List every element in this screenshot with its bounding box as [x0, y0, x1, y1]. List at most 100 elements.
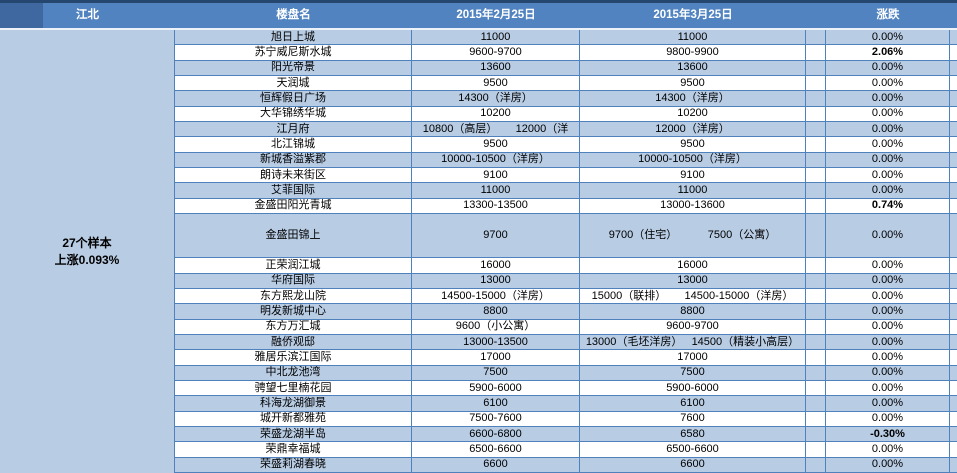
cell-change[interactable]: 0.00%	[826, 152, 950, 168]
cell-spacer[interactable]	[806, 152, 826, 168]
header-date-mar[interactable]: 2015年3月25日	[653, 9, 733, 21]
cell-property-name[interactable]: 艾菲国际	[175, 183, 412, 198]
cell-feb-price[interactable]: 7500-7600	[412, 411, 580, 426]
cell-spacer[interactable]	[806, 288, 826, 304]
cell-change[interactable]: 0.00%	[826, 214, 950, 258]
cell-mar-price[interactable]: 9500	[580, 76, 806, 91]
cell-feb-price[interactable]: 6500-6600	[412, 442, 580, 457]
cell-spacer[interactable]	[806, 258, 826, 273]
cell-spacer[interactable]	[806, 106, 826, 122]
header-date-feb[interactable]: 2015年2月25日	[456, 9, 536, 21]
cell-mar-price[interactable]: 7600	[580, 411, 806, 426]
cell-feb-price[interactable]: 11000	[412, 30, 580, 45]
cell-change[interactable]: 0.00%	[826, 258, 950, 273]
cell-mar-price[interactable]: 12000（洋房）	[580, 122, 806, 137]
cell-change[interactable]: 0.00%	[826, 183, 950, 198]
cell-property-name[interactable]: 东方熙龙山院	[175, 288, 412, 304]
cell-feb-price[interactable]: 14500-15000（洋房）	[412, 288, 580, 304]
cell-mar-price[interactable]: 9700（住宅） 7500（公寓）	[580, 214, 806, 258]
cell-change[interactable]: 0.74%	[826, 198, 950, 214]
cell-spacer[interactable]	[806, 396, 826, 411]
cell-feb-price[interactable]: 6600-6800	[412, 426, 580, 442]
cell-spacer[interactable]	[806, 319, 826, 334]
cell-spacer[interactable]	[806, 122, 826, 137]
cell-change[interactable]: 0.00%	[826, 168, 950, 183]
cell-spacer[interactable]	[806, 91, 826, 106]
cell-feb-price[interactable]: 11000	[412, 183, 580, 198]
cell-spacer[interactable]	[806, 76, 826, 91]
cell-mar-price[interactable]: 9800-9900	[580, 45, 806, 60]
cell-mar-price[interactable]: 6500-6600	[580, 442, 806, 457]
cell-change[interactable]: 0.00%	[826, 60, 950, 76]
cell-feb-price[interactable]: 16000	[412, 258, 580, 273]
cell-mar-price[interactable]: 10000-10500（洋房）	[580, 152, 806, 168]
cell-mar-price[interactable]: 13000（毛坯洋房） 14500（精装小高层）	[580, 334, 806, 350]
cell-property-name[interactable]: 大华锦绣华城	[175, 106, 412, 122]
cell-property-name[interactable]: 阳光帝景	[175, 60, 412, 76]
cell-mar-price[interactable]: 6580	[580, 426, 806, 442]
cell-property-name[interactable]: 中北龙池湾	[175, 365, 412, 380]
cell-spacer[interactable]	[806, 214, 826, 258]
cell-mar-price[interactable]: 9500	[580, 137, 806, 152]
cell-property-name[interactable]: 城开新都雅苑	[175, 411, 412, 426]
cell-change[interactable]: 0.00%	[826, 396, 950, 411]
cell-property-name[interactable]: 江月府	[175, 122, 412, 137]
cell-change[interactable]: 0.00%	[826, 273, 950, 288]
cell-mar-price[interactable]: 6100	[580, 396, 806, 411]
cell-mar-price[interactable]: 9100	[580, 168, 806, 183]
cell-mar-price[interactable]: 9600-9700	[580, 319, 806, 334]
cell-spacer[interactable]	[806, 380, 826, 396]
cell-mar-price[interactable]: 17000	[580, 350, 806, 365]
cell-property-name[interactable]: 华府国际	[175, 273, 412, 288]
cell-feb-price[interactable]: 9600-9700	[412, 45, 580, 60]
cell-change[interactable]: 0.00%	[826, 380, 950, 396]
cell-mar-price[interactable]: 13000	[580, 273, 806, 288]
cell-mar-price[interactable]: 13600	[580, 60, 806, 76]
cell-spacer[interactable]	[806, 30, 826, 45]
cell-property-name[interactable]: 旭日上城	[175, 30, 412, 45]
cell-mar-price[interactable]: 10200	[580, 106, 806, 122]
cell-feb-price[interactable]: 6100	[412, 396, 580, 411]
cell-property-name[interactable]: 金盛田锦上	[175, 214, 412, 258]
cell-feb-price[interactable]: 8800	[412, 304, 580, 319]
cell-property-name[interactable]: 新城香溢紫郡	[175, 152, 412, 168]
cell-property-name[interactable]: 雅居乐滨江国际	[175, 350, 412, 365]
cell-property-name[interactable]: 融侨观邸	[175, 334, 412, 350]
cell-mar-price[interactable]: 13000-13600	[580, 198, 806, 214]
cell-change[interactable]: 0.00%	[826, 122, 950, 137]
cell-mar-price[interactable]: 15000（联排） 14500-15000（洋房）	[580, 288, 806, 304]
cell-spacer[interactable]	[806, 365, 826, 380]
cell-property-name[interactable]: 北江锦城	[175, 137, 412, 152]
cell-change[interactable]: 0.00%	[826, 106, 950, 122]
cell-property-name[interactable]: 苏宁威尼斯水城	[175, 45, 412, 60]
cell-spacer[interactable]	[806, 442, 826, 457]
cell-change[interactable]: -0.30%	[826, 426, 950, 442]
cell-property-name[interactable]: 朗诗未来街区	[175, 168, 412, 183]
cell-property-name[interactable]: 恒辉假日广场	[175, 91, 412, 106]
cell-change[interactable]: 0.00%	[826, 457, 950, 472]
cell-change[interactable]: 0.00%	[826, 91, 950, 106]
cell-change[interactable]: 0.00%	[826, 334, 950, 350]
cell-change[interactable]: 0.00%	[826, 30, 950, 45]
cell-feb-price[interactable]: 9100	[412, 168, 580, 183]
cell-feb-price[interactable]: 9700	[412, 214, 580, 258]
cell-spacer[interactable]	[806, 304, 826, 319]
cell-change[interactable]: 0.00%	[826, 365, 950, 380]
cell-feb-price[interactable]: 9500	[412, 76, 580, 91]
cell-property-name[interactable]: 金盛田阳光青城	[175, 198, 412, 214]
cell-change[interactable]: 0.00%	[826, 137, 950, 152]
cell-spacer[interactable]	[806, 137, 826, 152]
cell-spacer[interactable]	[806, 457, 826, 472]
cell-mar-price[interactable]: 11000	[580, 30, 806, 45]
cell-feb-price[interactable]: 6600	[412, 457, 580, 472]
cell-property-name[interactable]: 科海龙湖御景	[175, 396, 412, 411]
cell-property-name[interactable]: 明发新城中心	[175, 304, 412, 319]
cell-spacer[interactable]	[806, 60, 826, 76]
cell-feb-price[interactable]: 5900-6000	[412, 380, 580, 396]
cell-spacer[interactable]	[806, 45, 826, 60]
cell-change[interactable]: 0.00%	[826, 350, 950, 365]
cell-spacer[interactable]	[806, 198, 826, 214]
cell-spacer[interactable]	[806, 183, 826, 198]
cell-spacer[interactable]	[806, 334, 826, 350]
cell-spacer[interactable]	[806, 168, 826, 183]
